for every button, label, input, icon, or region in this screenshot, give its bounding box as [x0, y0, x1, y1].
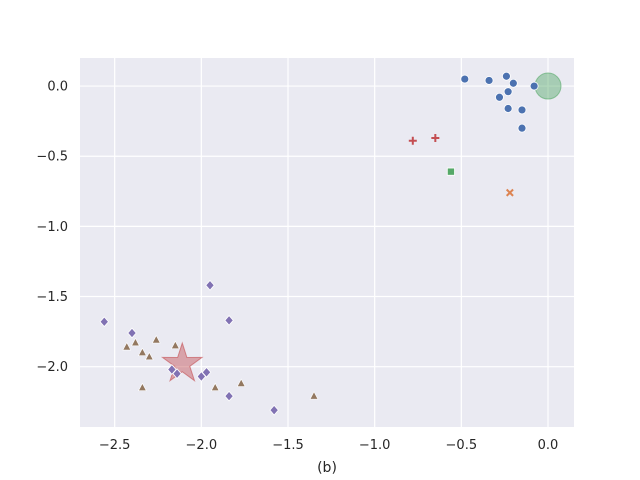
point-circle — [501, 71, 511, 81]
point-diamond — [224, 390, 234, 402]
x-tick-label: 0.0 — [538, 438, 559, 453]
point-diamond — [167, 364, 177, 375]
y-tick-label: −0.5 — [36, 150, 68, 165]
point-triangle — [122, 341, 132, 351]
point-diamond — [127, 327, 137, 339]
point-triangle — [309, 391, 319, 400]
point-circle — [517, 123, 527, 133]
point-triangle — [210, 382, 220, 392]
point-circle — [517, 105, 527, 115]
point-diamond — [99, 316, 109, 328]
point-triangle — [138, 347, 147, 356]
point-diamond — [196, 371, 207, 382]
point-diamond — [224, 314, 234, 326]
point-circle — [503, 87, 513, 97]
point-triangle — [236, 378, 246, 387]
point-circle — [503, 104, 513, 113]
y-tick-label: −2.0 — [36, 360, 68, 375]
point-diamond — [269, 404, 279, 416]
point-circle — [508, 78, 518, 88]
x-tick-label: −2.5 — [99, 438, 131, 453]
point-triangle — [138, 382, 147, 392]
x-tick-label: −1.5 — [272, 438, 304, 453]
x-tick-label: −2.0 — [186, 438, 218, 453]
point-circle — [460, 74, 470, 84]
y-tick-label: −1.5 — [36, 290, 68, 305]
point-diamond — [205, 279, 215, 291]
y-tick-label: −1.0 — [36, 220, 68, 235]
point-plus — [431, 133, 440, 142]
grid-lines — [80, 58, 574, 427]
point-triangle — [170, 340, 180, 349]
point-triangle — [151, 334, 161, 344]
point-circle — [484, 76, 494, 85]
highlight-circle — [534, 72, 562, 100]
data-points — [99, 71, 539, 416]
point-square — [446, 167, 455, 176]
y-tick-label: 0.0 — [47, 80, 68, 95]
point-diamond — [172, 368, 182, 380]
plot-background — [80, 58, 574, 427]
x-tick-label: −0.5 — [446, 438, 478, 453]
point-circle — [529, 81, 539, 91]
point-x — [505, 188, 514, 197]
point-triangle — [144, 351, 154, 361]
point-circle — [495, 92, 504, 102]
x-axis-title: (b) — [317, 460, 337, 476]
point-triangle — [131, 337, 140, 347]
point-plus — [408, 136, 417, 145]
x-tick-label: −1.0 — [359, 438, 391, 453]
highlight-star — [160, 341, 204, 383]
x-tick-labels: −2.5 −2.0 −1.5 −1.0 −0.5 0.0 — [99, 438, 558, 453]
y-tick-labels: 0.0 −0.5 −1.0 −1.5 −2.0 — [36, 80, 68, 376]
